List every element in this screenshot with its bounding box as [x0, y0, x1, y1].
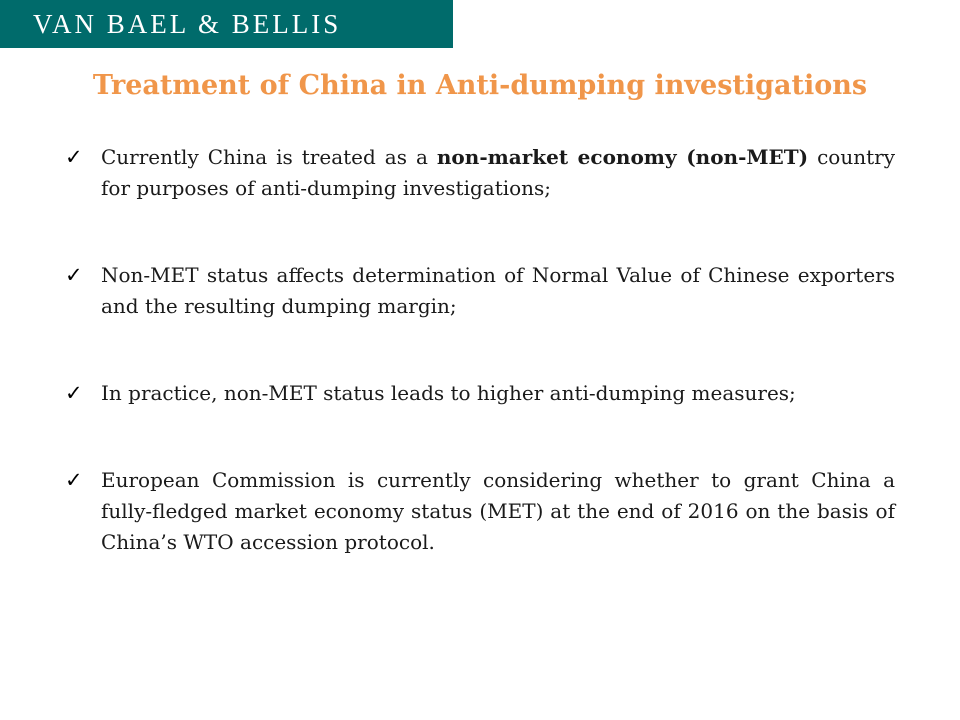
- bullet-item-3: ✓ In practice, non-MET status leads to h…: [65, 378, 895, 409]
- checkmark-icon: ✓: [65, 381, 83, 405]
- bullet-item-4: ✓ European Commission is currently consi…: [65, 465, 895, 558]
- bullet-text-segment: Currently China is treated as a: [101, 145, 437, 169]
- bullet-text: Currently China is treated as a non-mark…: [101, 142, 895, 204]
- brand-header-bar: VAN BAEL & BELLIS: [0, 0, 453, 48]
- brand-logo-text: VAN BAEL & BELLIS: [33, 8, 342, 39]
- bullet-text: Non-MET status affects determination of …: [101, 263, 895, 318]
- bullet-item-1: ✓ Currently China is treated as a non-ma…: [65, 142, 895, 204]
- bullet-text-segment: country for purposes of anti-dumping inv…: [101, 145, 895, 200]
- checkmark-icon: ✓: [65, 263, 83, 287]
- bullet-list: ✓ Currently China is treated as a non-ma…: [65, 142, 895, 558]
- checkmark-icon: ✓: [65, 468, 83, 492]
- bullet-text: European Commission is currently conside…: [101, 468, 895, 554]
- bullet-item-2: ✓ Non-MET status affects determination o…: [65, 260, 895, 322]
- slide-title: Treatment of China in Anti-dumping inves…: [92, 70, 868, 101]
- checkmark-icon: ✓: [65, 145, 83, 169]
- bullet-text: In practice, non-MET status leads to hig…: [101, 381, 796, 405]
- bullet-text-emphasis: non-market economy (non-MET): [436, 145, 809, 169]
